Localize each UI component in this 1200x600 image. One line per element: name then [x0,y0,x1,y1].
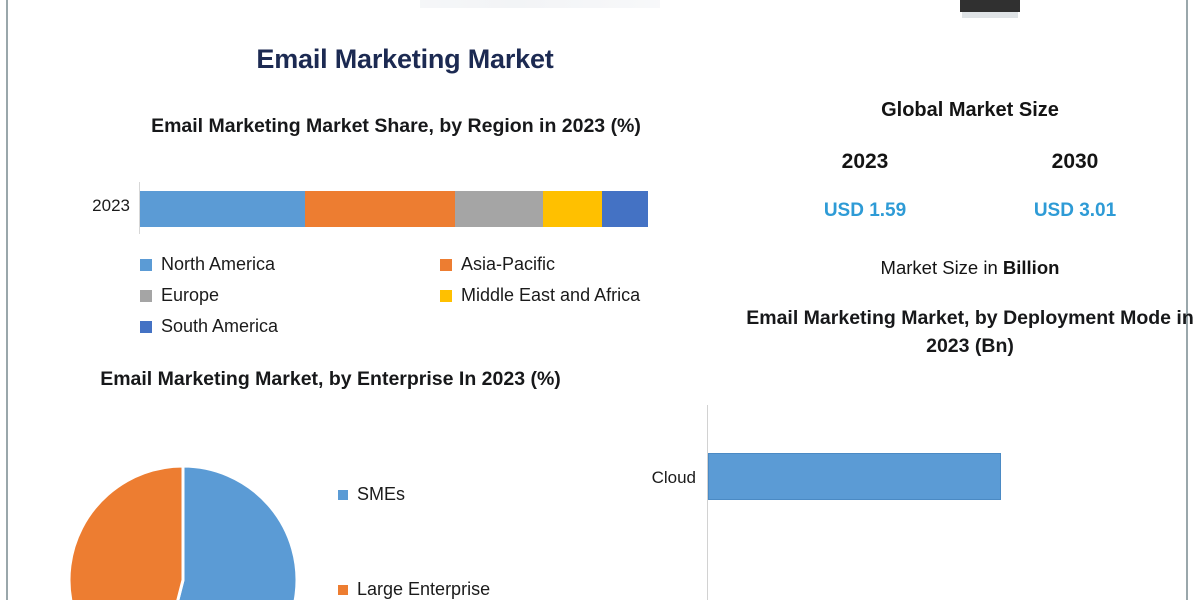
legend-swatch-icon [140,289,152,302]
region-segment-europe [454,191,543,227]
market-size-year-start-col: 2023 [760,150,970,174]
global-market-size-title: Global Market Size [881,99,1059,121]
region-chart-category-label: 2023 [92,196,130,215]
legend-swatch-icon [140,258,152,271]
global-market-size-years: 2023 2030 [760,150,1180,174]
region-stacked-bar [140,191,648,227]
region-segment-middle-east-and-africa [542,191,602,227]
region-segment-south-america [601,191,648,227]
region-chart-title: Email Marketing Market Share, by Region … [151,115,641,137]
legend-label: Middle East and Africa [461,285,641,305]
pie-legend-item-smes[interactable]: SMEs [338,484,578,505]
enterprise-chart-legend: SMEs Large Enterprise [338,484,578,600]
legend-row: North America Asia-Pacific [140,249,700,280]
market-size-year-end: 2030 [1051,150,1099,173]
legend-swatch-icon [338,489,348,500]
legend-item-north-america[interactable]: North America [140,254,440,275]
legend-item-europe[interactable]: Europe [140,285,440,306]
cropped-top-content [420,0,660,8]
region-chart-axis [139,182,140,234]
enterprise-chart-title: Email Marketing Market, by Enterprise In… [100,368,561,390]
global-market-size-values: USD 1.59 USD 3.01 [760,200,1180,222]
legend-swatch-icon [338,584,348,595]
deployment-chart-category-label: Cloud [651,468,696,487]
legend-swatch-icon [440,258,452,271]
market-size-value-start: USD 1.59 [823,200,907,221]
legend-label: Europe [161,285,220,305]
market-size-value-start-col: USD 1.59 [760,200,970,222]
legend-swatch-icon [140,320,152,333]
cropped-top-logo [960,0,1020,12]
pie-legend-label: Large Enterprise [357,579,491,599]
region-chart-legend: North America Asia-Pacific Europe Middle Ea… [140,249,700,342]
pie-legend-item-large-enterprise[interactable]: Large Enterprise [338,579,578,600]
market-size-units-emphasis: Billion [1002,257,1060,278]
legend-label: Asia-Pacific [461,254,556,274]
deployment-cloud-bar [708,453,1001,500]
market-size-value-end: USD 3.01 [1033,200,1117,221]
page-title: Email Marketing Market [256,44,554,74]
legend-label: South America [161,316,279,336]
legend-row: Europe Middle East and Africa [140,280,700,311]
deployment-chart-title: Email Marketing Market, by Deployment Mo… [746,307,1194,357]
frame-border-right [1186,0,1188,600]
pie-legend-label: SMEs [357,484,406,504]
legend-item-middle-east-and-africa[interactable]: Middle East and Africa [440,285,700,306]
region-segment-north-america [140,191,306,227]
region-segment-asia-pacific [305,191,455,227]
legend-label: North America [161,254,276,274]
frame-border-left [6,0,8,600]
market-size-units-prefix: Market Size in [880,257,1003,278]
market-size-year-start: 2023 [841,150,889,173]
pie-slice-large-enterprise [68,465,185,600]
pie-slice-smes [176,465,298,600]
legend-row: South America [140,311,700,342]
deployment-chart-axis [707,405,708,600]
legend-item-asia-pacific[interactable]: Asia-Pacific [440,254,700,275]
market-size-value-end-col: USD 3.01 [970,200,1180,222]
enterprise-pie-svg [68,465,298,600]
market-size-year-end-col: 2030 [970,150,1180,174]
legend-item-south-america[interactable]: South America [140,316,440,337]
enterprise-pie-chart [68,465,298,600]
market-size-units-note: Market Size in Billion [760,257,1180,279]
cropped-top-logo-caption [962,12,1018,18]
legend-swatch-icon [440,289,452,302]
